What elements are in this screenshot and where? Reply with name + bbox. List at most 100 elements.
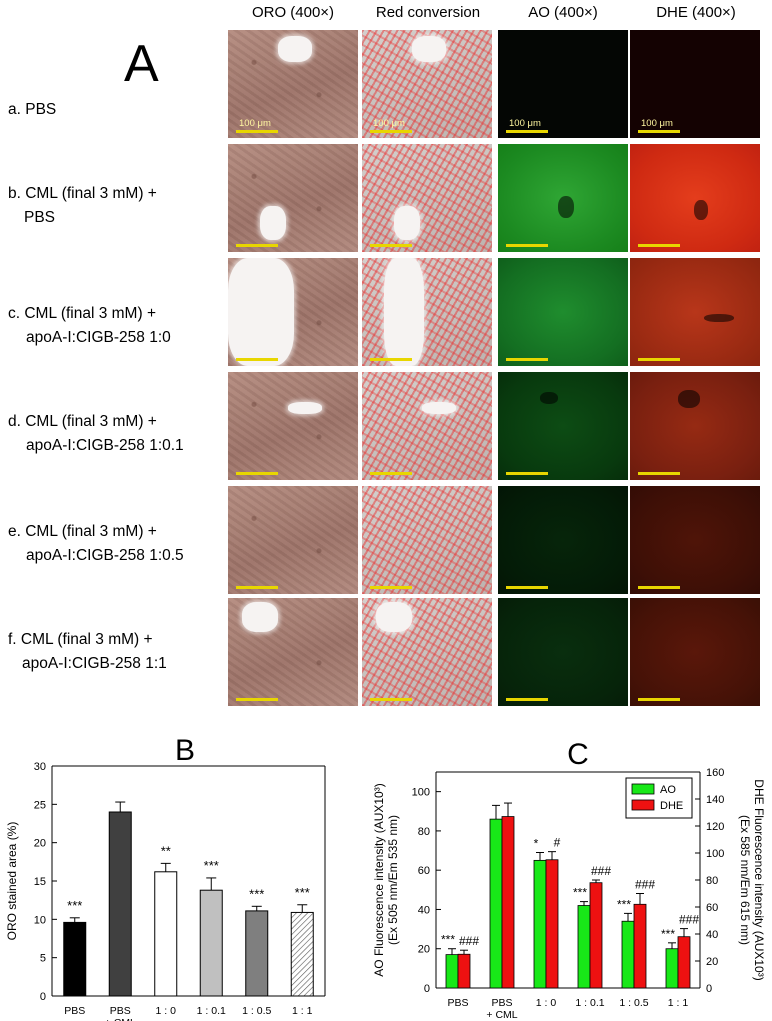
significance-label: *** [661, 927, 675, 941]
bar-ao [665, 948, 679, 989]
micrograph-oro-row-a: 100 μm [228, 30, 358, 138]
y2-tick-label: 60 [706, 902, 718, 914]
significance-label: *** [204, 858, 219, 873]
row-label-c: c. CML (final 3 mM) + apoA-I:CIGB-258 1:… [8, 302, 171, 350]
row-label-f-line1: f. CML (final 3 mM) + [8, 631, 153, 648]
x-tick-label: PBS [491, 997, 512, 1009]
chart-panel-b: B 0 5 10 15 20 25 30 ORO stained area (%) *** PBS P… [5, 734, 326, 1021]
x-tick-label: 1 : 0.1 [575, 997, 604, 1009]
y2-axis-label-2: (Ex 585 nm/Em 615 nm) [738, 815, 752, 945]
row-label-a-line1: a. PBS [8, 101, 57, 118]
bar-ao [489, 818, 503, 989]
micrograph-ao-row-c [498, 258, 628, 366]
bar [63, 921, 87, 997]
micrograph-dhe-row-a: 100 μm [630, 30, 760, 138]
bar-ao [621, 920, 635, 989]
row-label-e: e. CML (final 3 mM) + apoA-I:CIGB-258 1:… [8, 520, 184, 568]
x-tick-label: 1 : 1 [292, 1005, 313, 1017]
y-tick-label: 10 [34, 914, 46, 926]
column-header-red-conversion: Red conversion [375, 4, 481, 21]
y-tick-label: 0 [40, 991, 46, 1003]
significance-label: ### [679, 913, 699, 927]
panel-a-letter: A [124, 35, 159, 93]
bar [154, 871, 178, 997]
x-tick-label: PBS [447, 997, 468, 1009]
x-tick-label: PBS [110, 1005, 131, 1017]
bar-dhe [677, 936, 691, 989]
y-tick-label: 30 [34, 761, 46, 773]
row-label-d-line2: apoA-I:CIGB-258 1:0.1 [26, 437, 184, 454]
legend-label-dhe: DHE [660, 800, 683, 812]
row-label-b: b. CML (final 3 mM) + PBS [8, 182, 157, 230]
significance-label: ### [459, 934, 479, 948]
y2-tick-label: 120 [706, 821, 724, 833]
micrograph-dhe-row-e [630, 486, 760, 594]
x-tick-label: 1 : 1 [668, 997, 689, 1009]
y-tick-label: 25 [34, 799, 46, 811]
micrograph-oro-row-f [228, 598, 358, 706]
legend-swatch-dhe [631, 799, 655, 811]
y-tick-label: 5 [40, 953, 46, 965]
bar [199, 889, 223, 997]
micrograph-red-row-f [362, 598, 492, 706]
bar-ao [577, 905, 591, 989]
scale-label: 100 μm [509, 118, 541, 129]
row-label-b-line2: PBS [24, 209, 56, 226]
micrograph-dhe-row-c [630, 258, 760, 366]
micrograph-ao-row-e [498, 486, 628, 594]
bar-ao [445, 954, 459, 989]
micrograph-oro-row-c [228, 258, 358, 366]
scale-label: 100 μm [641, 118, 673, 129]
micrograph-dhe-row-b [630, 144, 760, 252]
row-label-f: f. CML (final 3 mM) + apoA-I:CIGB-258 1:… [8, 628, 167, 676]
micrograph-oro-row-b [228, 144, 358, 252]
micrograph-dhe-row-d [630, 372, 760, 480]
row-label-f-line2: apoA-I:CIGB-258 1:1 [22, 655, 167, 672]
significance-label: *** [249, 886, 264, 901]
micrograph-red-row-e [362, 486, 492, 594]
row-label-c-line2: apoA-I:CIGB-258 1:0 [26, 329, 171, 346]
bar-ao [533, 859, 547, 989]
significance-label: ### [591, 864, 611, 878]
y-tick-label: 0 [424, 983, 430, 995]
micrograph-ao-row-d [498, 372, 628, 480]
significance-label: *** [573, 886, 587, 900]
y2-tick-label: 0 [706, 983, 712, 995]
row-label-e-line2: apoA-I:CIGB-258 1:0.5 [26, 547, 184, 564]
legend-label-ao: AO [660, 784, 676, 796]
y-tick-label: 20 [34, 838, 46, 850]
significance-label: # [554, 836, 561, 850]
y2-tick-label: 80 [706, 875, 718, 887]
bar-dhe [457, 953, 471, 989]
bar [108, 811, 132, 997]
significance-label: ** [161, 843, 171, 858]
micrograph-oro-row-d [228, 372, 358, 480]
column-header-oro: ORO (400×) [251, 4, 335, 21]
row-label-c-line1: c. CML (final 3 mM) + [8, 305, 156, 322]
micrograph-dhe-row-f [630, 598, 760, 706]
column-header-dhe: DHE (400×) [656, 4, 736, 21]
y-tick-label: 20 [418, 944, 430, 956]
y2-tick-label: 140 [706, 794, 724, 806]
row-label-e-line1: e. CML (final 3 mM) + [8, 523, 157, 540]
x-tick-label: + CML [486, 1009, 517, 1021]
scale-label: 100 μm [373, 118, 405, 129]
micrograph-red-row-d [362, 372, 492, 480]
micrograph-oro-row-e [228, 486, 358, 594]
significance-label: *** [617, 897, 631, 911]
y-tick-label: 15 [34, 876, 46, 888]
y2-tick-label: 160 [706, 767, 724, 779]
micrograph-red-row-c [362, 258, 492, 366]
bar [290, 911, 314, 997]
y2-axis-label: DHE Fluorescence intensity (AUX10³) [752, 779, 766, 980]
bar [245, 910, 269, 997]
row-label-d-line1: d. CML (final 3 mM) + [8, 413, 157, 430]
x-tick-label: 1 : 0 [156, 1005, 177, 1017]
row-label-b-line1: b. CML (final 3 mM) + [8, 185, 157, 202]
y-axis-label: AO Fluorescence intensity (AUX10³) [372, 783, 386, 976]
micrograph-ao-row-f [498, 598, 628, 706]
micrograph-ao-row-a: 100 μm [498, 30, 628, 138]
panel-c-letter: C [567, 738, 589, 771]
scale-label: 100 μm [239, 118, 271, 129]
micrograph-red-row-a: 100 μm [362, 30, 492, 138]
